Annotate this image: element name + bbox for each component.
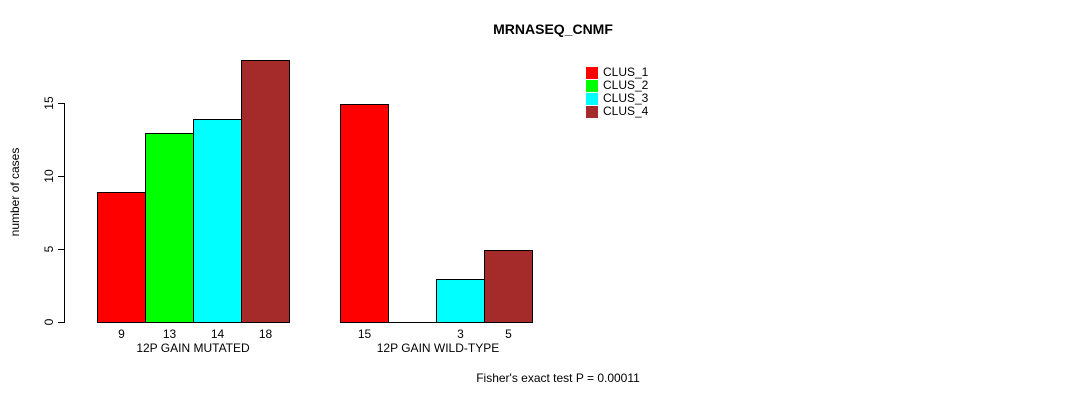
legend-label: CLUS_1 [603, 65, 649, 79]
legend-item: CLUS_1 [586, 66, 648, 79]
bar-value-label: 15 [357, 327, 372, 341]
legend-item: CLUS_3 [586, 92, 648, 105]
y-axis-tick-label: 5 [42, 245, 56, 253]
y-axis-line [64, 103, 65, 323]
group-label-mutated: 12P GAIN MUTATED [136, 341, 250, 355]
group-label-wild-type: 12P GAIN WILD-TYPE [376, 341, 500, 355]
legend-swatch-clus-3 [586, 92, 598, 105]
legend-swatch-clus-2 [586, 79, 598, 92]
y-axis-tick-label: 15 [42, 96, 56, 110]
bar-clus-3 [436, 279, 485, 323]
bar-clus-4 [241, 60, 290, 323]
legend: CLUS_1 CLUS_2 CLUS_3 CLUS_4 [586, 66, 648, 118]
bar-value-label: 18 [258, 327, 273, 341]
bar-clus-1 [340, 104, 389, 323]
y-axis-tick [58, 103, 65, 104]
bar-value-label: 5 [505, 327, 512, 341]
bar-value-label: 14 [210, 327, 225, 341]
bar-clus-2 [145, 133, 194, 323]
bar-value-label: 3 [457, 327, 464, 341]
y-axis-tick-label: 0 [42, 318, 56, 326]
y-axis-tick [58, 249, 65, 250]
y-axis-tick [58, 322, 65, 323]
legend-label: CLUS_2 [603, 78, 649, 92]
bar-value-label: 9 [118, 327, 125, 341]
chart-title: MRNASEQ_CNMF [493, 21, 613, 37]
legend-label: CLUS_4 [603, 104, 649, 118]
y-axis-tick [58, 176, 65, 177]
legend-item: CLUS_4 [586, 105, 648, 118]
bar-clus-3 [193, 119, 242, 323]
legend-label: CLUS_3 [603, 91, 649, 105]
y-axis-tick-label: 10 [42, 169, 56, 183]
bar-clus-4 [484, 250, 533, 323]
legend-item: CLUS_2 [586, 79, 648, 92]
bar-clus-2-zero [388, 322, 437, 323]
legend-swatch-clus-1 [586, 66, 598, 79]
bar-clus-1 [97, 192, 146, 323]
legend-swatch-clus-4 [586, 105, 598, 118]
bar-value-label: 13 [162, 327, 177, 341]
fisher-test-annotation: Fisher's exact test P = 0.00011 [476, 371, 640, 385]
